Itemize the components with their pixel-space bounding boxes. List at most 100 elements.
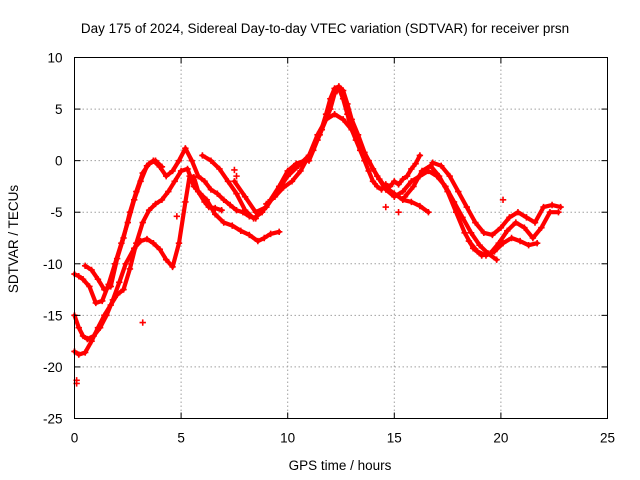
data-point [455,188,462,195]
data-point [339,116,347,123]
data-point [107,283,114,290]
data-point [229,222,236,229]
data-point [133,239,140,247]
data-point [94,324,102,331]
data-point [382,186,389,193]
data-point [165,188,172,195]
data-point [84,335,91,343]
data-point [482,252,490,259]
data-point [126,265,134,273]
data-point [444,188,451,195]
data-point [101,312,108,319]
data-point [126,209,134,216]
data-point [263,200,270,208]
data-point [465,237,473,245]
data-point [399,176,407,183]
data-point [122,260,129,267]
data-point [472,219,479,226]
data-point [156,246,163,253]
data-point [504,227,511,234]
data-point [75,324,82,331]
data-point [280,184,287,191]
data-point [538,224,545,231]
data-point [75,272,82,280]
data-point [348,126,355,133]
data-point [446,172,453,180]
series-track-2 [71,165,283,358]
x-axis-label: GPS time / hours [289,458,392,473]
data-point [120,234,127,242]
data-point [525,242,532,249]
data-point [474,248,481,255]
plot-area [71,83,564,387]
data-point [271,193,279,200]
data-point [533,239,541,247]
series-line [232,84,431,215]
data-point [139,219,146,226]
series-track-7 [263,111,500,263]
data-point [401,193,409,200]
data-point [327,95,334,102]
data-point [540,203,547,211]
data-point [145,206,153,214]
data-point [516,237,524,245]
series-track-4 [81,157,166,293]
data-point [184,165,191,173]
data-point [214,190,221,197]
data-point [152,200,159,208]
data-point [344,100,351,108]
data-point [497,224,505,231]
data-point [322,116,330,123]
data-point [461,229,468,237]
data-point [523,214,530,221]
data-point [237,227,244,234]
data-point [120,286,127,293]
data-point [305,152,313,159]
data-point [88,337,95,345]
data-point [81,349,89,356]
data-point [250,215,257,222]
data-point [241,193,249,200]
data-point [190,183,198,190]
y-tick-label: -10 [43,257,63,272]
data-point [233,206,240,214]
data-point [429,159,436,166]
data-point [521,224,528,231]
data-point [508,234,515,242]
data-point [416,152,424,159]
data-point [246,231,253,239]
series-track-10 [465,234,541,259]
data-point [175,157,183,164]
data-point [557,203,564,211]
data-point [203,196,210,204]
data-point [514,209,522,216]
data-point [425,209,432,216]
data-point [113,291,121,298]
axes-ticks: 0 5 10 15 20 25 -25 -20 -15 -10 -5 0 5 10 [43,51,615,446]
data-point [197,190,204,197]
data-point [233,172,240,180]
y-tick-label: 10 [47,51,62,66]
data-point [348,116,355,123]
data-point [201,178,208,185]
data-point [107,301,114,309]
data-point [476,242,483,249]
data-point [171,178,178,185]
data-point [133,188,140,195]
data-point [391,193,398,200]
data-point [435,172,443,180]
data-point [548,201,556,209]
data-point [162,172,170,180]
data-point [365,157,372,164]
series-track-9 [429,159,564,239]
data-point [75,351,82,358]
data-point [314,131,321,139]
data-point [512,219,520,226]
y-tick-label: -25 [43,412,63,427]
data-point [224,178,232,185]
data-point [374,172,381,180]
plot-frame [74,57,608,419]
data-point [369,178,377,185]
data-point [177,167,185,175]
